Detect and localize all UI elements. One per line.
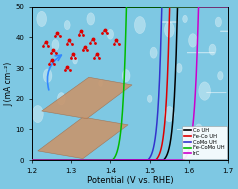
Y-axis label: J (mA cm⁻²): J (mA cm⁻²)	[4, 61, 13, 105]
Ellipse shape	[87, 13, 95, 25]
Ellipse shape	[107, 29, 114, 39]
Ellipse shape	[176, 64, 182, 73]
Ellipse shape	[99, 80, 103, 86]
Ellipse shape	[32, 105, 43, 123]
Polygon shape	[42, 77, 132, 119]
Ellipse shape	[147, 95, 152, 102]
Legend: Co UH, Fe-Co UH, CoMo UH, Fe-CoMo UH, IrC: Co UH, Fe-Co UH, CoMo UH, Fe-CoMo UH, Ir…	[182, 125, 227, 159]
Ellipse shape	[195, 124, 202, 135]
Ellipse shape	[52, 40, 59, 50]
Ellipse shape	[64, 20, 70, 30]
Ellipse shape	[134, 16, 145, 34]
Ellipse shape	[43, 69, 52, 82]
Ellipse shape	[122, 70, 130, 82]
Ellipse shape	[57, 93, 65, 105]
X-axis label: Potential (V vs. RHE): Potential (V vs. RHE)	[87, 176, 173, 185]
Ellipse shape	[183, 15, 187, 23]
Polygon shape	[38, 117, 128, 159]
Ellipse shape	[73, 57, 77, 64]
Ellipse shape	[150, 47, 157, 58]
Ellipse shape	[209, 44, 216, 55]
Ellipse shape	[218, 71, 223, 80]
Ellipse shape	[199, 82, 211, 100]
Ellipse shape	[37, 11, 47, 27]
Ellipse shape	[215, 17, 222, 27]
Ellipse shape	[188, 34, 197, 47]
Ellipse shape	[164, 106, 174, 122]
Ellipse shape	[164, 22, 174, 37]
